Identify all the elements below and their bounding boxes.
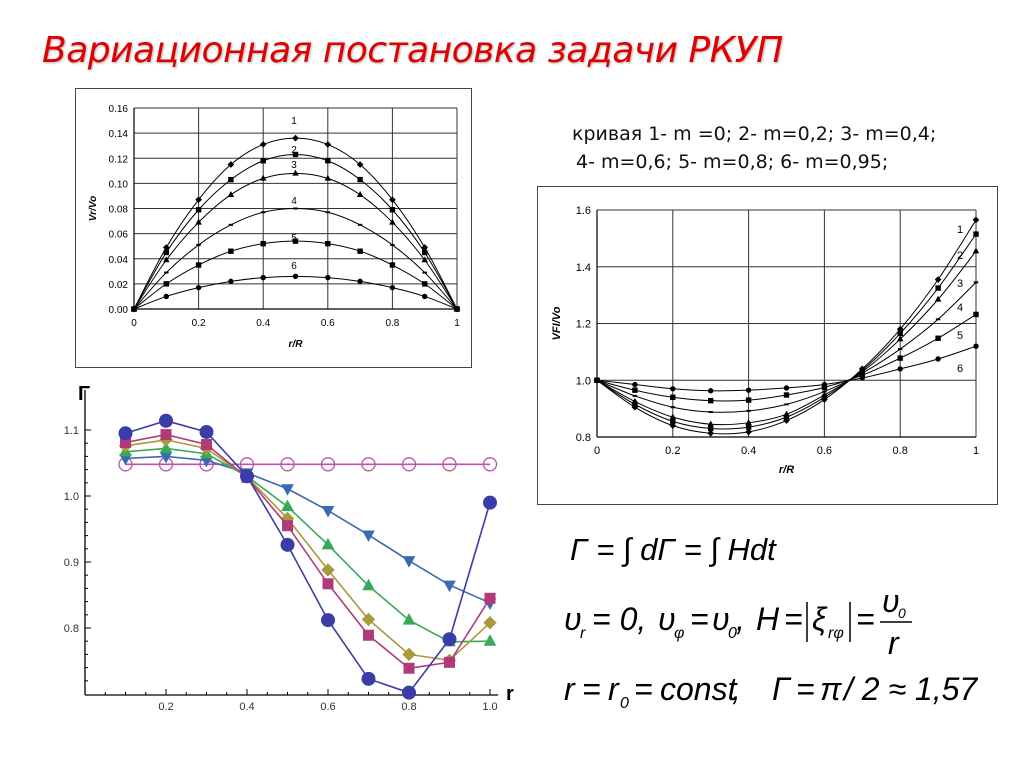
legend-line-2: 4- m=0,6; 5- m=0,8; 6- m=0,95;	[576, 151, 889, 173]
svg-text:,: ,	[732, 671, 741, 707]
svg-text:r: r	[608, 671, 620, 707]
svg-text:=: =	[582, 671, 601, 707]
svg-text:0.08: 0.08	[109, 205, 129, 216]
slide-title: Вариационная постановка задачи РКУП	[42, 30, 783, 71]
svg-text:/ 2 ≈ 1,57: / 2 ≈ 1,57	[842, 671, 978, 707]
svg-text:1.6: 1.6	[576, 205, 591, 217]
svg-text:1: 1	[973, 445, 979, 457]
svg-text:=: =	[796, 671, 815, 707]
svg-text:0.04: 0.04	[109, 255, 129, 266]
svg-text:0: 0	[131, 318, 137, 329]
svg-text:6: 6	[291, 261, 297, 272]
formula-constant-radius: r = r 0 = const , Γ = π / 2 ≈ 1,57	[562, 664, 982, 722]
formula-gamma-integral-svg: Γ = ∫ dΓ = ∫ Hdt	[570, 532, 777, 567]
vr-chart: 0 0.2 0.4 0.6 0.8 1 0.00 0.02 0.04 0.06 0.08 0.10 0.…	[88, 104, 461, 350]
svg-text:1.1: 1.1	[64, 425, 79, 437]
svg-text:6: 6	[957, 363, 963, 375]
vf-chart-frame: 0 0.2 0.4 0.6 0.8 1 0.8 1.0 1.2 1.4 1.6 r/R VFI/Vo 1 2…	[537, 186, 998, 505]
svg-text:=: =	[690, 601, 709, 637]
formula-gamma-integral: Γ = ∫ dΓ = ∫ Hdt	[568, 526, 808, 580]
svg-text:2: 2	[291, 145, 297, 156]
svg-text:0.12: 0.12	[109, 154, 129, 165]
svg-text:0.4: 0.4	[256, 318, 270, 329]
svg-text:= 0,: = 0,	[592, 601, 646, 637]
svg-text:0: 0	[898, 605, 906, 621]
svg-text:1.4: 1.4	[576, 262, 591, 274]
svg-text:0.8: 0.8	[576, 432, 591, 444]
svg-text:0.16: 0.16	[109, 104, 129, 115]
svg-text:0.8: 0.8	[893, 445, 908, 457]
legend-line-1: кривая 1- m =0; 2- m=0,2; 3- m=0,4;	[572, 123, 937, 145]
svg-text:υ: υ	[712, 601, 730, 637]
svg-text:ξ: ξ	[812, 601, 828, 637]
svg-text:0: 0	[728, 625, 737, 642]
curve-legend: кривая 1- m =0; 2- m=0,2; 3- m=0,4; 4- m…	[572, 120, 936, 176]
svg-text:const: const	[660, 671, 738, 707]
svg-text:0.8: 0.8	[385, 318, 399, 329]
svg-text:r/R: r/R	[779, 464, 794, 476]
svg-text:=: =	[856, 601, 875, 637]
svg-text:Vr/Vo: Vr/Vo	[88, 196, 99, 222]
svg-text:0.6: 0.6	[817, 445, 832, 457]
gamma-chart: 0.2 0.4 0.6 0.8 1.0 0.8 0.9 1.0 1.1 Γr	[64, 383, 514, 713]
svg-text:0.2: 0.2	[158, 701, 173, 713]
svg-text:0.6: 0.6	[320, 701, 335, 713]
svg-text:r: r	[506, 683, 514, 705]
svg-text:5: 5	[957, 330, 963, 342]
svg-text:υ: υ	[658, 601, 676, 637]
formula-velocity-svg: υ r = 0, υ φ = υ 0 , H = ξ rφ = υ 0 r	[564, 583, 912, 661]
svg-text:rφ: rφ	[828, 625, 844, 642]
svg-text:υ: υ	[564, 601, 582, 637]
svg-text:1: 1	[957, 224, 963, 236]
formula-velocity: υ r = 0, υ φ = υ 0 , H = ξ rφ = υ 0 r	[560, 582, 920, 670]
svg-text:0.06: 0.06	[109, 230, 129, 241]
vr-chart-frame: 0 0.2 0.4 0.6 0.8 1 0.00 0.02 0.04 0.06 0.08 0.10 0.…	[75, 88, 472, 368]
svg-text:0.10: 0.10	[109, 179, 129, 190]
svg-text:=: =	[784, 601, 803, 637]
svg-text:υ: υ	[882, 583, 900, 619]
svg-text:φ: φ	[674, 625, 684, 642]
svg-text:3: 3	[291, 160, 297, 171]
svg-text:VFI/Vo: VFI/Vo	[551, 306, 563, 340]
svg-text:0.8: 0.8	[64, 623, 79, 635]
svg-text:0.02: 0.02	[109, 280, 129, 291]
formula-constant-radius-svg: r = r 0 = const , Γ = π / 2 ≈ 1,57	[564, 671, 978, 712]
svg-text:Γ: Γ	[772, 671, 792, 707]
svg-text:r: r	[564, 671, 576, 707]
svg-text:0.00: 0.00	[109, 305, 129, 316]
svg-text:3: 3	[957, 278, 963, 290]
svg-text:Γ: Γ	[78, 383, 90, 405]
svg-text:=: =	[634, 671, 653, 707]
svg-text:0: 0	[594, 445, 600, 457]
svg-text:4: 4	[957, 302, 963, 314]
svg-text:r/R: r/R	[289, 339, 304, 350]
svg-text:0.2: 0.2	[665, 445, 680, 457]
svg-text:0.4: 0.4	[239, 701, 254, 713]
svg-text:1.2: 1.2	[576, 319, 591, 331]
svg-text:0.6: 0.6	[321, 318, 335, 329]
svg-text:0.9: 0.9	[64, 557, 79, 569]
svg-text:0: 0	[620, 695, 629, 712]
svg-text:1.0: 1.0	[64, 491, 79, 503]
svg-text:r: r	[580, 625, 586, 642]
svg-text:0.2: 0.2	[192, 318, 206, 329]
svg-text:1: 1	[454, 318, 460, 329]
svg-text:1: 1	[291, 116, 297, 127]
svg-text:5: 5	[291, 233, 297, 244]
svg-text:2: 2	[957, 250, 963, 262]
svg-text:0.4: 0.4	[741, 445, 756, 457]
vf-chart: 0 0.2 0.4 0.6 0.8 1 0.8 1.0 1.2 1.4 1.6 r/R VFI/Vo 1 2…	[551, 205, 980, 476]
svg-text:,: ,	[736, 601, 745, 637]
svg-text:0.14: 0.14	[109, 129, 129, 140]
svg-text:H: H	[756, 601, 780, 637]
svg-text:1.0: 1.0	[576, 375, 591, 387]
formula-1-text: Γ = ∫ dΓ = ∫ Hdt	[570, 532, 777, 567]
svg-text:4: 4	[291, 196, 297, 207]
svg-text:1.0: 1.0	[482, 701, 497, 713]
svg-text:π: π	[820, 671, 842, 707]
svg-text:0.8: 0.8	[401, 701, 416, 713]
svg-text:r: r	[888, 625, 900, 661]
